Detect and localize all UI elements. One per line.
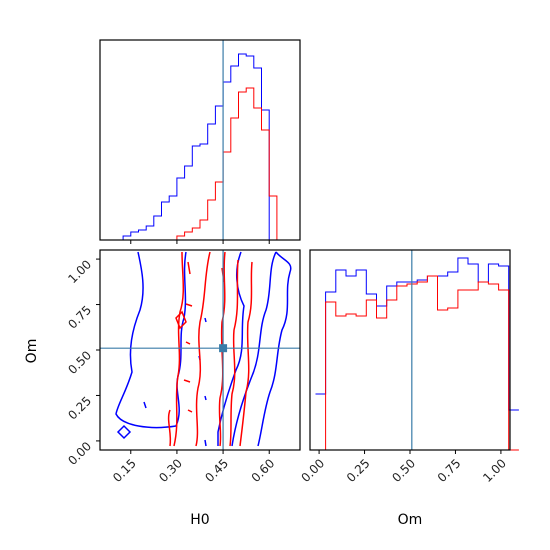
- h0-xtick-label-2: 0.45: [202, 456, 231, 485]
- truth-marker: [219, 344, 228, 353]
- contour-red-5: [167, 409, 172, 447]
- hist-om-blue-series: [315, 257, 519, 411]
- om-ytick-label-4: 1.00: [65, 257, 94, 286]
- om-ytick-label-2: 0.50: [65, 348, 94, 377]
- contour-red-7: [187, 261, 191, 275]
- contour-blue-4: [143, 401, 147, 409]
- hist-om-panel: [309, 249, 519, 451]
- contour-red-11: [187, 409, 193, 413]
- h0-xtick-label-1: 0.30: [156, 456, 185, 485]
- contour-blue-3: [116, 424, 132, 440]
- contour-blue-0: [115, 251, 187, 429]
- contour-blue-2: [257, 251, 292, 447]
- contour-blue-8: [204, 439, 207, 447]
- h0-xtick-label-0: 0.15: [110, 456, 139, 485]
- contour-red-1: [218, 251, 226, 447]
- hist-h0-red-series: [100, 87, 300, 241]
- contour-red-3: [239, 261, 253, 447]
- x-axis-label-h0: H0: [190, 512, 209, 528]
- x-axis-label-om: Om: [398, 512, 423, 528]
- contour-red-4: [173, 251, 185, 447]
- hist-om-frame: [309, 249, 511, 451]
- om-xtick-label-1: 0.25: [344, 456, 373, 485]
- contour-red-6: [175, 310, 187, 330]
- om-xtick-label-4: 1.00: [480, 456, 509, 485]
- om-xtick-label-2: 0.50: [389, 456, 418, 485]
- contour-red-2: [229, 259, 239, 447]
- h0-xtick-label-3: 0.60: [249, 456, 278, 485]
- contour-red-10: [183, 379, 191, 383]
- om-xtick-label-3: 0.75: [435, 456, 464, 485]
- om-ytick-label-1: 0.25: [65, 394, 94, 423]
- contour-blue-5: [204, 317, 207, 323]
- om-ytick-label-3: 0.75: [65, 303, 94, 332]
- hist-om-red-series: [315, 275, 519, 451]
- contour-red-9: [185, 341, 191, 345]
- contour-red-0: [195, 251, 211, 447]
- hist-h0-blue-series: [100, 53, 300, 241]
- om-xtick-label-0: 0.00: [298, 456, 327, 485]
- hist-h0-frame: [99, 39, 301, 241]
- contour-red-8: [185, 303, 193, 307]
- contour-blue-7: [204, 395, 207, 401]
- om-ytick-label-0: 0.00: [65, 439, 94, 468]
- h0-om-contour-panel: [99, 249, 301, 451]
- y-axis-label-om: Om: [24, 339, 40, 364]
- hist-h0-panel: [99, 39, 301, 244]
